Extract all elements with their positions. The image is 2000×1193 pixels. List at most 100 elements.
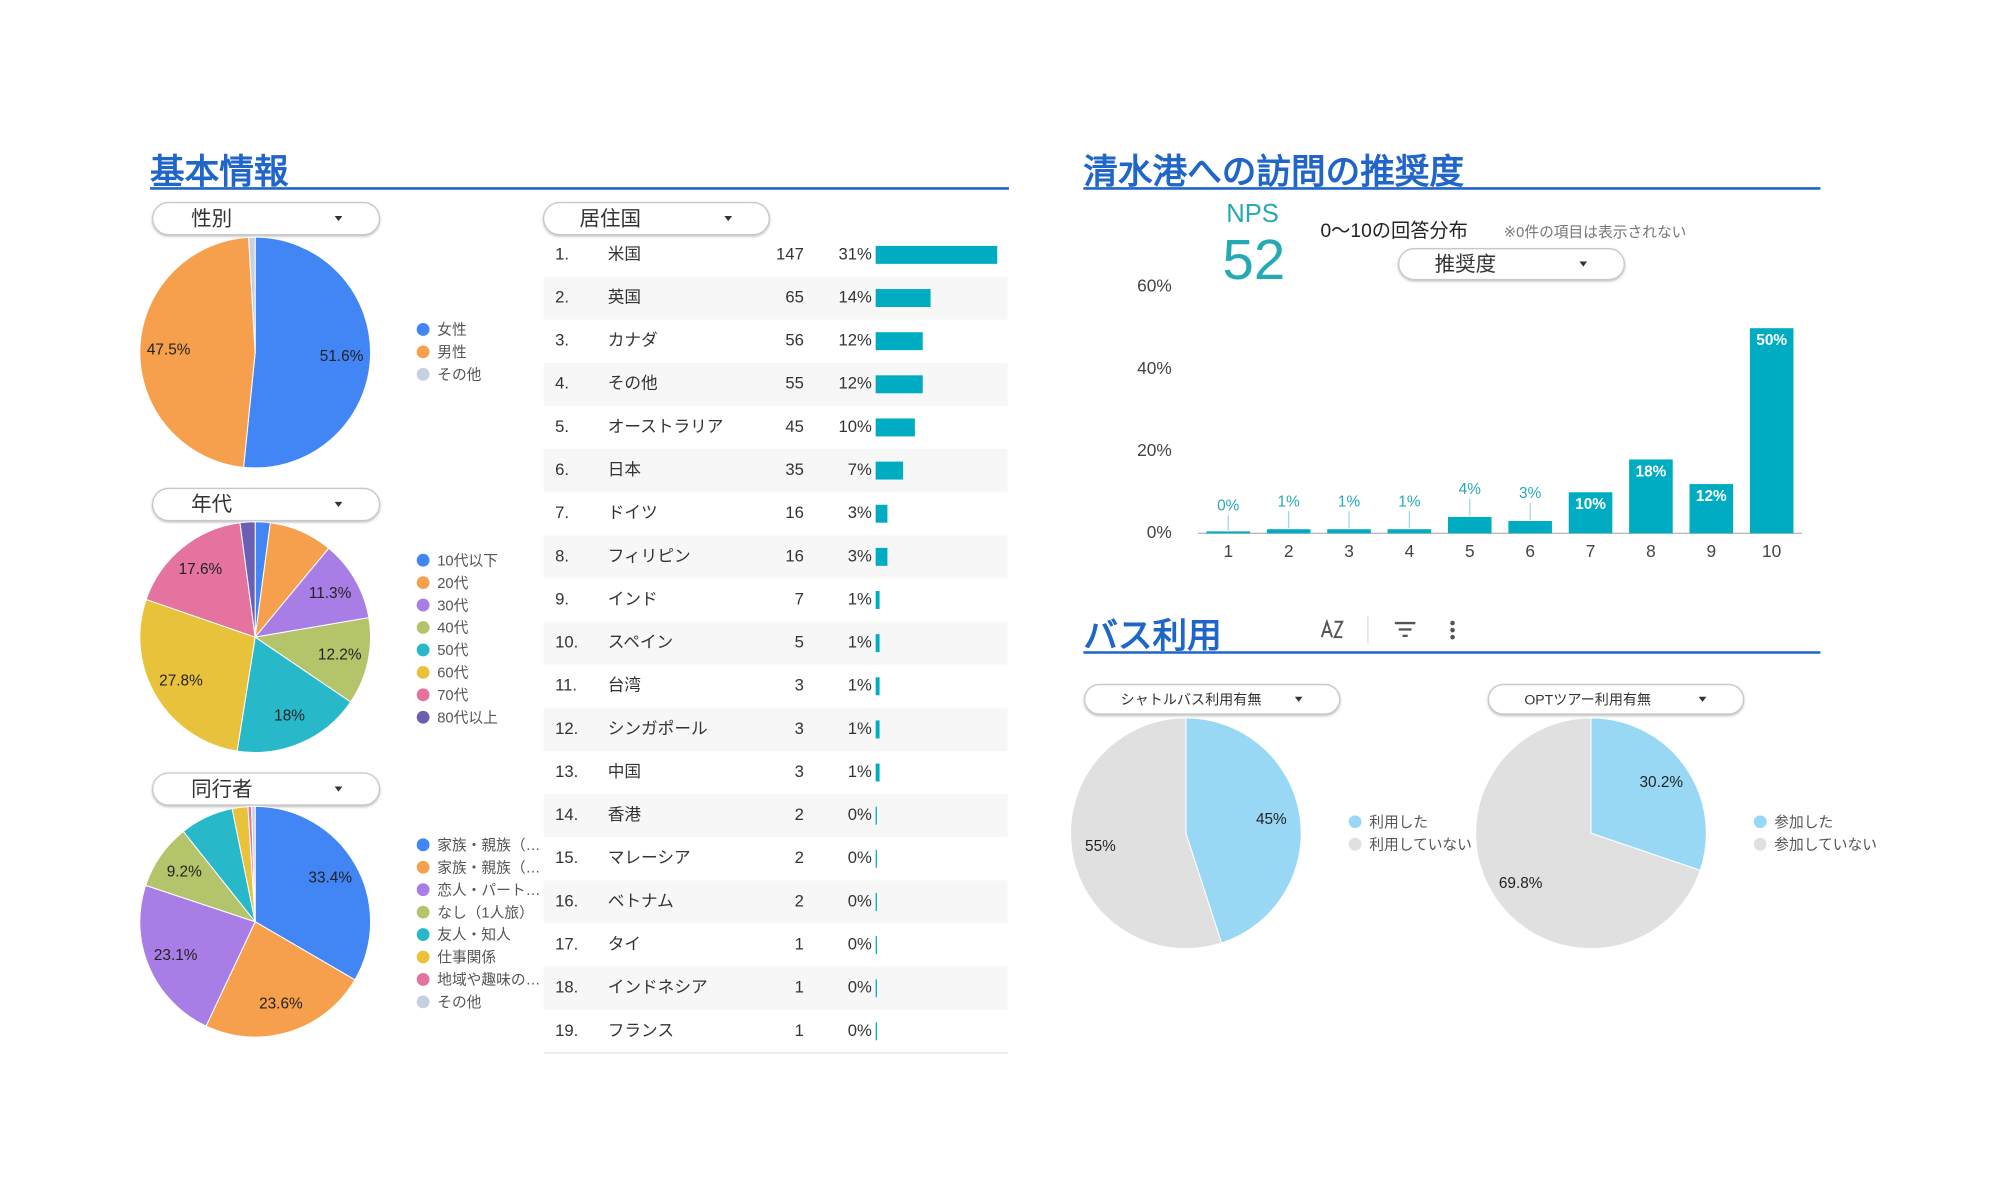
percent: 0% [848,805,872,824]
count: 16 [785,503,804,522]
rank: 17. [555,935,578,954]
legend-label: 男性 [437,344,466,361]
legend-swatch [416,928,430,941]
rank: 3. [555,331,569,350]
bar [875,547,888,566]
percent: 1% [848,633,872,652]
bar [875,892,877,911]
scorecard-label: NPS [1226,200,1279,228]
section-title: 基本情報 [150,153,289,191]
legend-swatch [416,995,430,1009]
legend-label: 10代以下 [437,552,498,569]
legend-label: 40代 [437,620,468,637]
count: 65 [785,287,804,306]
country: 中国 [608,762,641,781]
legend-swatch [416,860,430,874]
x-tick-label: 7 [1586,541,1596,561]
bar [875,634,880,653]
count: 45 [785,417,804,436]
bar [875,461,904,480]
legend-label: 家族・親族（… [437,837,540,854]
count: 55 [785,374,804,393]
percent: 0% [848,1021,872,1040]
country: インドネシア [608,978,708,997]
legend-swatch [1753,837,1767,851]
legend-swatch [416,553,430,567]
dropdown-caret [334,216,343,222]
country: フランス [608,1021,674,1040]
filter-icon[interactable] [1394,621,1416,638]
percent: 0% [848,935,872,954]
count: 16 [785,546,804,565]
country: タイ [608,935,641,954]
legend-swatch [416,688,430,702]
y-tick-label: 60% [1137,276,1172,296]
dropdown-caret [1698,696,1707,702]
slice-label: 18% [274,708,305,725]
legend-label: その他 [437,994,481,1011]
bar [1689,484,1734,534]
x-tick-label: 8 [1646,541,1656,561]
legend-swatch [1753,815,1767,829]
dropdown-caret [334,501,343,508]
percent: 10% [838,417,872,436]
bar [875,504,888,523]
dropdown-label: 居住国 [580,207,642,230]
dropdown[interactable] [1398,248,1625,281]
bar [1749,328,1794,534]
slice-label: 69.8% [1499,875,1543,892]
dropdown[interactable] [1083,683,1341,715]
rank: 6. [555,460,569,479]
sort-icon[interactable] [1320,618,1344,639]
percent: 14% [838,287,872,306]
y-tick-label: 20% [1137,440,1172,460]
legend-swatch [416,883,430,897]
percent: 3% [848,546,872,565]
dropdown[interactable] [1487,683,1745,715]
slice-label: 27.8% [159,673,203,690]
count: 2 [795,891,804,910]
bar [875,591,880,609]
row-bg [543,707,1008,751]
value-label: 50% [1756,332,1787,349]
percent: 1% [848,589,872,608]
bar [1629,459,1673,534]
country: フィリピン [608,546,691,565]
bar [1206,531,1251,534]
pie-slice [253,547,370,638]
dropdown[interactable] [151,487,381,522]
dropdown-caret [334,786,343,792]
x-tick-label: 2 [1284,541,1294,561]
rank: 19. [555,1021,578,1040]
bar [875,936,877,955]
rank: 2. [555,287,569,306]
legend-label: 友人・知人 [437,927,511,944]
percent: 7% [848,460,872,479]
country: シンガポール [608,719,708,738]
legend-label: 家族・親族（… [437,859,540,876]
bar [1568,492,1613,534]
rank: 9. [555,589,569,608]
percent: 1% [848,676,872,695]
slice-label: 45% [1256,811,1287,828]
x-tick-label: 5 [1465,541,1475,561]
dropdown[interactable] [151,201,381,236]
percent: 0% [848,891,872,910]
country: オーストラリア [608,417,724,436]
row-bg [543,880,1008,924]
count: 3 [795,719,804,738]
legend-label: 60代 [437,665,468,682]
legend-swatch [416,367,430,381]
bar [875,849,877,868]
dropdown-label: 年代 [191,493,232,516]
legend-swatch [416,345,430,359]
count: 147 [776,244,804,263]
more-icon[interactable] [1450,620,1455,640]
slice-label: 30.2% [1640,774,1684,791]
dropdown[interactable] [542,201,770,236]
slice-label: 11.3% [309,585,352,602]
dropdown[interactable] [151,772,381,806]
dropdown-label: 推奨度 [1435,253,1497,276]
value-label: 18% [1636,463,1667,480]
percent: 0% [848,978,872,997]
